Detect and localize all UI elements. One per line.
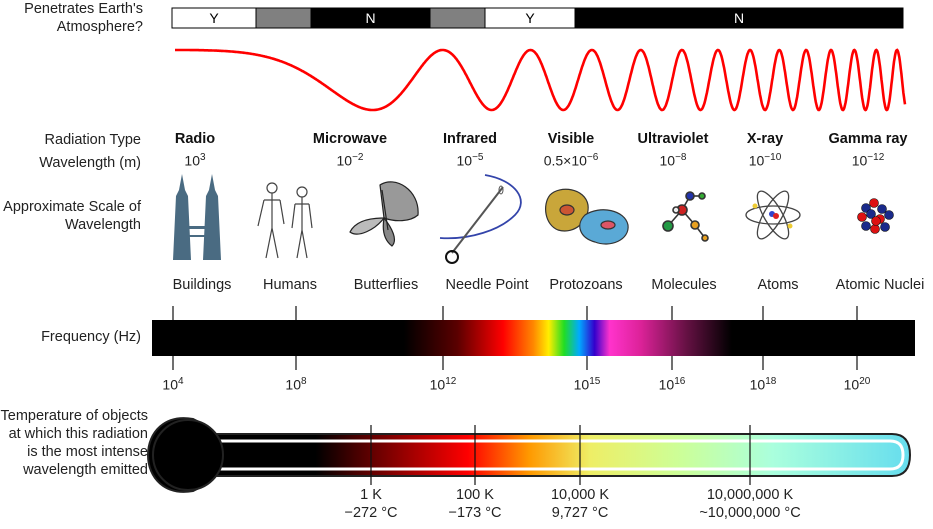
thermometer (146, 417, 912, 493)
wavelength-value: 10−10 (748, 152, 782, 169)
scale-label: Molecules (651, 277, 717, 293)
wavelength-value: 10−2 (336, 152, 364, 169)
scale-label: Buildings (172, 277, 232, 293)
scale-label: Protozoans (549, 277, 623, 293)
frequency-label: 1020 (843, 376, 871, 393)
frequency-label: 108 (285, 376, 307, 393)
frequency-label: 104 (162, 376, 184, 393)
atmosphere-label: N (734, 10, 744, 26)
approx-scale-label: Approximate Scale of Wavelength (3, 199, 141, 233)
atmosphere-label: N (365, 10, 375, 26)
wavelength-wave (175, 48, 907, 112)
scale-label: Atoms (757, 277, 799, 293)
radiation-type-name: Infrared (443, 131, 497, 147)
nucleus-icon (857, 198, 894, 234)
atmosphere-segment (255, 7, 312, 29)
atmosphere-segment (429, 7, 486, 29)
radiation-type-name: Radio (174, 131, 216, 147)
wavelength-value: 10−12 (851, 152, 885, 169)
wavelength-value: 0.5×10−6 (543, 152, 599, 169)
scale-label: Butterflies (353, 277, 419, 293)
frequency-label: Frequency (Hz) (41, 329, 141, 345)
temperature-ticks (370, 425, 751, 485)
temperature-label: 100 K −173 °C (448, 487, 502, 521)
frequency-spectrum-bar (152, 320, 915, 356)
temperature-label: 1 K −272 °C (344, 487, 398, 521)
atom-icon (745, 190, 801, 240)
wavelength-value: 10−5 (456, 152, 484, 169)
wavelength-value: 10−8 (659, 152, 687, 169)
temperature-label: 10,000,000 K ~10,000,000 °C (699, 487, 801, 521)
protozoan-icon (544, 188, 629, 245)
radiation-type-name: Gamma ray (828, 131, 908, 147)
radiation-type-label: Radiation Type (44, 132, 141, 148)
radiation-type-name: X-ray (746, 131, 784, 147)
radiation-type-name: Ultraviolet (637, 131, 709, 147)
temperature-label: Temperature of objects at which this rad… (0, 408, 149, 478)
frequency-label: 1015 (573, 376, 601, 393)
buildings-icon (173, 174, 221, 260)
atmosphere-label: Y (209, 10, 219, 26)
penetrates-label: Penetrates Earth's Atmosphere? (24, 1, 143, 35)
needle-icon (439, 174, 522, 264)
molecule-icon (662, 191, 709, 242)
scale-label: Atomic Nuclei (835, 277, 925, 293)
temperature-label: 10,000 K 9,727 °C (550, 487, 610, 521)
frequency-ticks (172, 306, 858, 370)
scale-label: Needle Point (445, 277, 529, 293)
atmosphere-label: Y (525, 10, 535, 26)
frequency-label: 1018 (749, 376, 777, 393)
wavelength-value: 103 (184, 152, 206, 169)
frequency-label: 1012 (429, 376, 457, 393)
frequency-label: 1016 (658, 376, 686, 393)
butterfly-icon (349, 181, 419, 247)
radiation-type-name: Visible (547, 131, 595, 147)
humans-icon (257, 182, 313, 259)
atmosphere-segment (574, 7, 904, 29)
radiation-type-name: Microwave (312, 131, 388, 147)
scale-label: Humans (263, 277, 317, 293)
wavelength-label: Wavelength (m) (39, 155, 141, 171)
